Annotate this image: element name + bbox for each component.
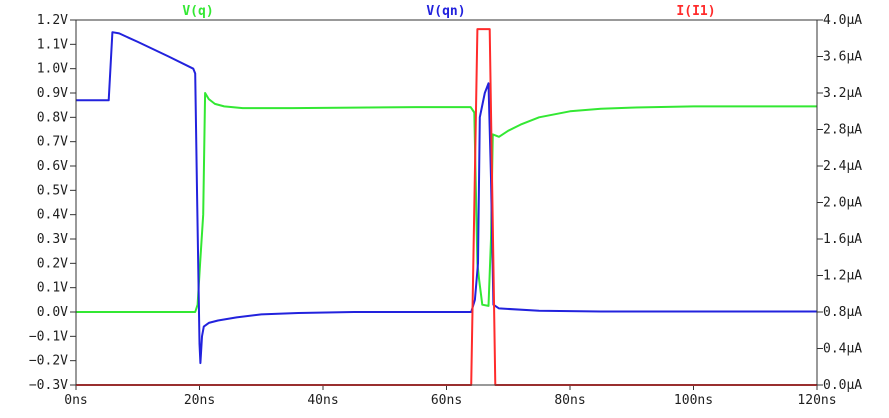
right-tick-label: 2.8µA <box>823 123 862 138</box>
right-tick-label: 3.2µA <box>823 86 862 101</box>
x-tick-label: 80ns <box>554 393 585 408</box>
left-tick-label: 0.3V <box>37 232 68 247</box>
right-tick-label: 0.8µA <box>823 305 862 320</box>
legend-label-v-q: V(q) <box>182 4 213 19</box>
plot-frame <box>75 19 818 386</box>
x-tick-label: 100ns <box>674 393 713 408</box>
right-tick-label: 0.4µA <box>823 342 862 357</box>
right-tick-label: 2.4µA <box>823 159 862 174</box>
left-tick-label: 0.9V <box>37 86 68 101</box>
left-tick-label: −0.1V <box>29 329 68 344</box>
series-line-v-qn <box>76 31 817 365</box>
right-y-axis: 4.0µA 3.6µA 3.2µA 2.8µA 2.4µA 2.0µA 1.6µA 1.2µA… <box>817 13 862 393</box>
x-tick-label: 40ns <box>307 393 338 408</box>
right-tick-label: 4.0µA <box>823 13 862 28</box>
left-tick-label: 1.2V <box>37 13 68 28</box>
left-tick-label: 0.6V <box>37 159 68 174</box>
plot-series <box>76 28 817 386</box>
left-tick-label: 1.1V <box>37 37 68 52</box>
right-tick-label: 1.2µA <box>823 269 862 284</box>
left-y-axis: 1.2V 1.1V 1.0V 0.9V 0.8V 0.7V 0.6V 0.5V 0.4V 0.3V… <box>29 13 76 393</box>
x-axis: 0ns 20ns 40ns 60ns 80ns 100ns 120ns <box>64 385 837 408</box>
x-tick-label: 120ns <box>797 393 836 408</box>
left-tick-label: 0.4V <box>37 208 68 223</box>
left-tick-label: 0.0V <box>37 305 68 320</box>
x-tick-label: 20ns <box>184 393 215 408</box>
legend-label-i-i1: I(I1) <box>676 4 715 19</box>
left-tick-label: 0.8V <box>37 110 68 125</box>
right-tick-label: 2.0µA <box>823 196 862 211</box>
left-tick-label: 1.0V <box>37 62 68 77</box>
right-tick-label: 1.6µA <box>823 232 862 247</box>
left-tick-label: −0.3V <box>29 378 68 393</box>
left-tick-label: 0.5V <box>37 183 68 198</box>
left-tick-label: 0.7V <box>37 135 68 150</box>
left-tick-label: 0.2V <box>37 256 68 271</box>
series-line-v-q <box>76 92 817 313</box>
left-tick-label: −0.2V <box>29 354 68 369</box>
series-line-i-i1 <box>76 28 817 386</box>
legend: V(q) V(qn) I(I1) <box>182 4 715 19</box>
legend-label-v-qn: V(qn) <box>426 4 465 19</box>
right-tick-label: 0.0µA <box>823 378 862 393</box>
x-tick-label: 0ns <box>64 393 87 408</box>
right-tick-label: 3.6µA <box>823 50 862 65</box>
left-tick-label: 0.1V <box>37 281 68 296</box>
x-tick-label: 60ns <box>431 393 462 408</box>
